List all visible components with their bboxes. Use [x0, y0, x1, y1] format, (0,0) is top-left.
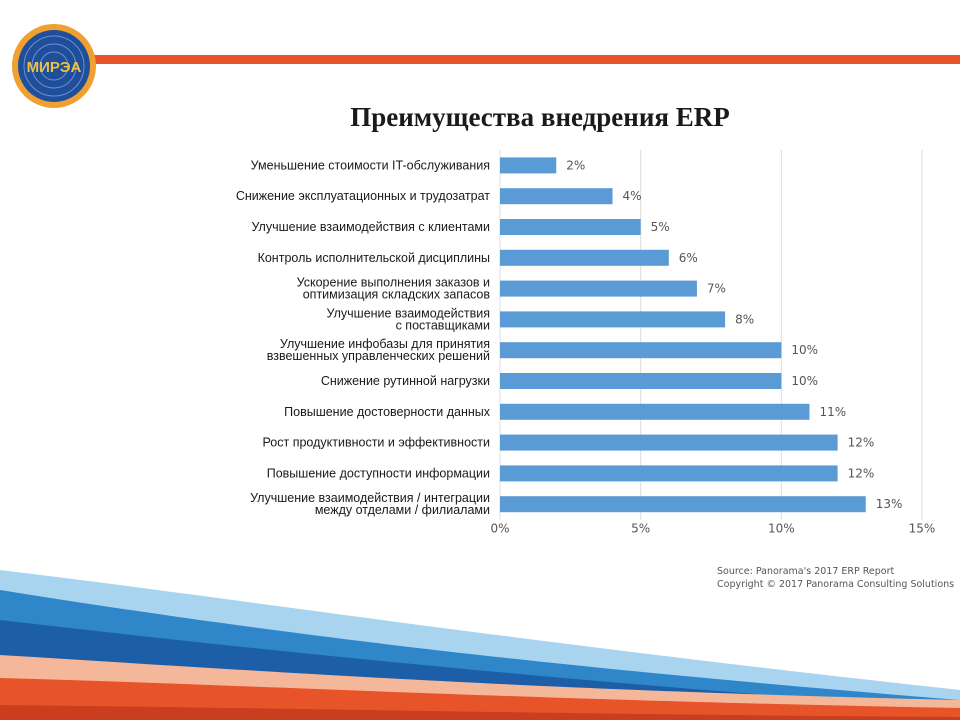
bar [500, 403, 810, 420]
bar [500, 434, 838, 451]
x-tick-label: 10% [768, 522, 795, 536]
source-line: Source: Panorama's 2017 ERP Report [717, 566, 895, 577]
data-label: 13% [876, 497, 903, 511]
bar-chart: 0% 5% 10% 15% 2% Уменьшение стоимости IT-обсл… [236, 150, 936, 536]
category-label: Улучшение взаимодействия с клиентами [251, 220, 490, 234]
data-label: 4% [623, 189, 642, 203]
category-label: Ускорение выполнения заказов и [297, 276, 490, 290]
category-label: Снижение рутинной нагрузки [321, 374, 490, 388]
x-tick-label: 5% [631, 522, 650, 536]
bar [500, 188, 613, 205]
bar [500, 311, 726, 328]
mirea-logo: МИРЭА [12, 24, 96, 108]
category-label: Снижение эксплуатационных и трудозатрат [236, 189, 490, 203]
category-label: между отделами / филиалами [315, 503, 490, 517]
logo-text: МИРЭА [27, 59, 82, 76]
bar [500, 342, 782, 359]
data-label: 11% [819, 405, 846, 419]
data-label: 10% [791, 343, 818, 357]
data-label: 5% [651, 220, 670, 234]
header-rule [70, 55, 960, 64]
data-label: 8% [735, 312, 754, 326]
category-label: оптимизация складских запасов [303, 288, 491, 302]
data-label: 2% [566, 158, 585, 172]
bar [500, 219, 641, 235]
copyright-line: Copyright © 2017 Panorama Consulting Sol… [717, 579, 955, 590]
category-label: Улучшение взаимодействия / интеграции [250, 491, 490, 505]
page-title: Преимущества внедрения ERP [350, 102, 730, 132]
category-label: Повышение доступности информации [267, 466, 490, 480]
bar [500, 373, 782, 389]
data-label: 7% [707, 282, 726, 296]
x-tick-label: 0% [490, 522, 509, 536]
x-tick-label: 15% [909, 522, 936, 536]
category-label: с поставщиками [396, 318, 490, 332]
category-label: взвешенных управленческих решений [267, 349, 490, 363]
data-label: 10% [791, 374, 818, 388]
category-label: Рост продуктивности и эффективности [263, 436, 491, 450]
category-label: Контроль исполнительской дисциплины [258, 251, 490, 265]
data-label: 12% [848, 466, 875, 480]
category-label: Улучшение взаимодействия [327, 306, 490, 320]
bar [500, 249, 669, 266]
bar [500, 465, 838, 482]
bar [500, 496, 866, 513]
category-label: Повышение достоверности данных [284, 405, 491, 419]
category-label: Уменьшение стоимости IT-обслуживания [251, 158, 490, 172]
decorative-waves [0, 570, 960, 720]
bar [500, 280, 697, 297]
source-note: Source: Panorama's 2017 ERP Report Copyr… [717, 565, 954, 591]
data-label: 6% [679, 251, 698, 265]
category-label: Улучшение инфобазы для принятия [280, 337, 490, 351]
data-label: 12% [848, 436, 875, 450]
bar [500, 157, 557, 174]
header-orange-bar [70, 55, 960, 64]
